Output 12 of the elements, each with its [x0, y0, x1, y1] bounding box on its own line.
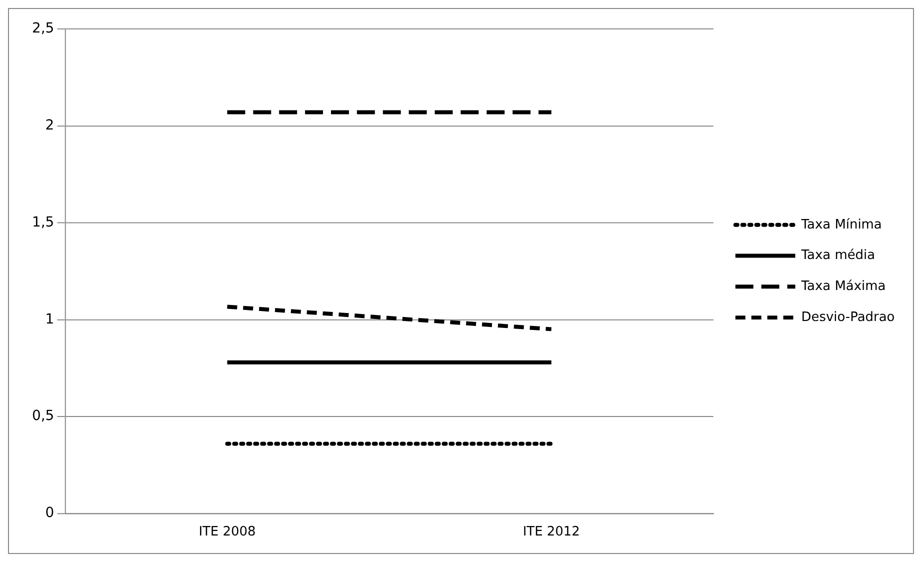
- legend-label: Taxa média: [800, 248, 876, 264]
- x-tick-label: ITE 2012: [522, 524, 580, 540]
- y-tick-label: 1: [45, 311, 54, 328]
- legend-label: Taxa Máxima: [800, 279, 886, 294]
- y-tick-label: 2,5: [32, 20, 54, 37]
- legend-label: Taxa Mínima: [800, 217, 882, 232]
- y-tick-label: 0,5: [32, 408, 54, 424]
- y-tick-label: 1,5: [32, 214, 54, 230]
- y-tick-label: 2: [45, 117, 54, 134]
- y-tick-label: 0: [45, 505, 54, 522]
- legend-label: Desvio-Padrao: [801, 310, 895, 325]
- x-tick-label: ITE 2008: [198, 524, 256, 540]
